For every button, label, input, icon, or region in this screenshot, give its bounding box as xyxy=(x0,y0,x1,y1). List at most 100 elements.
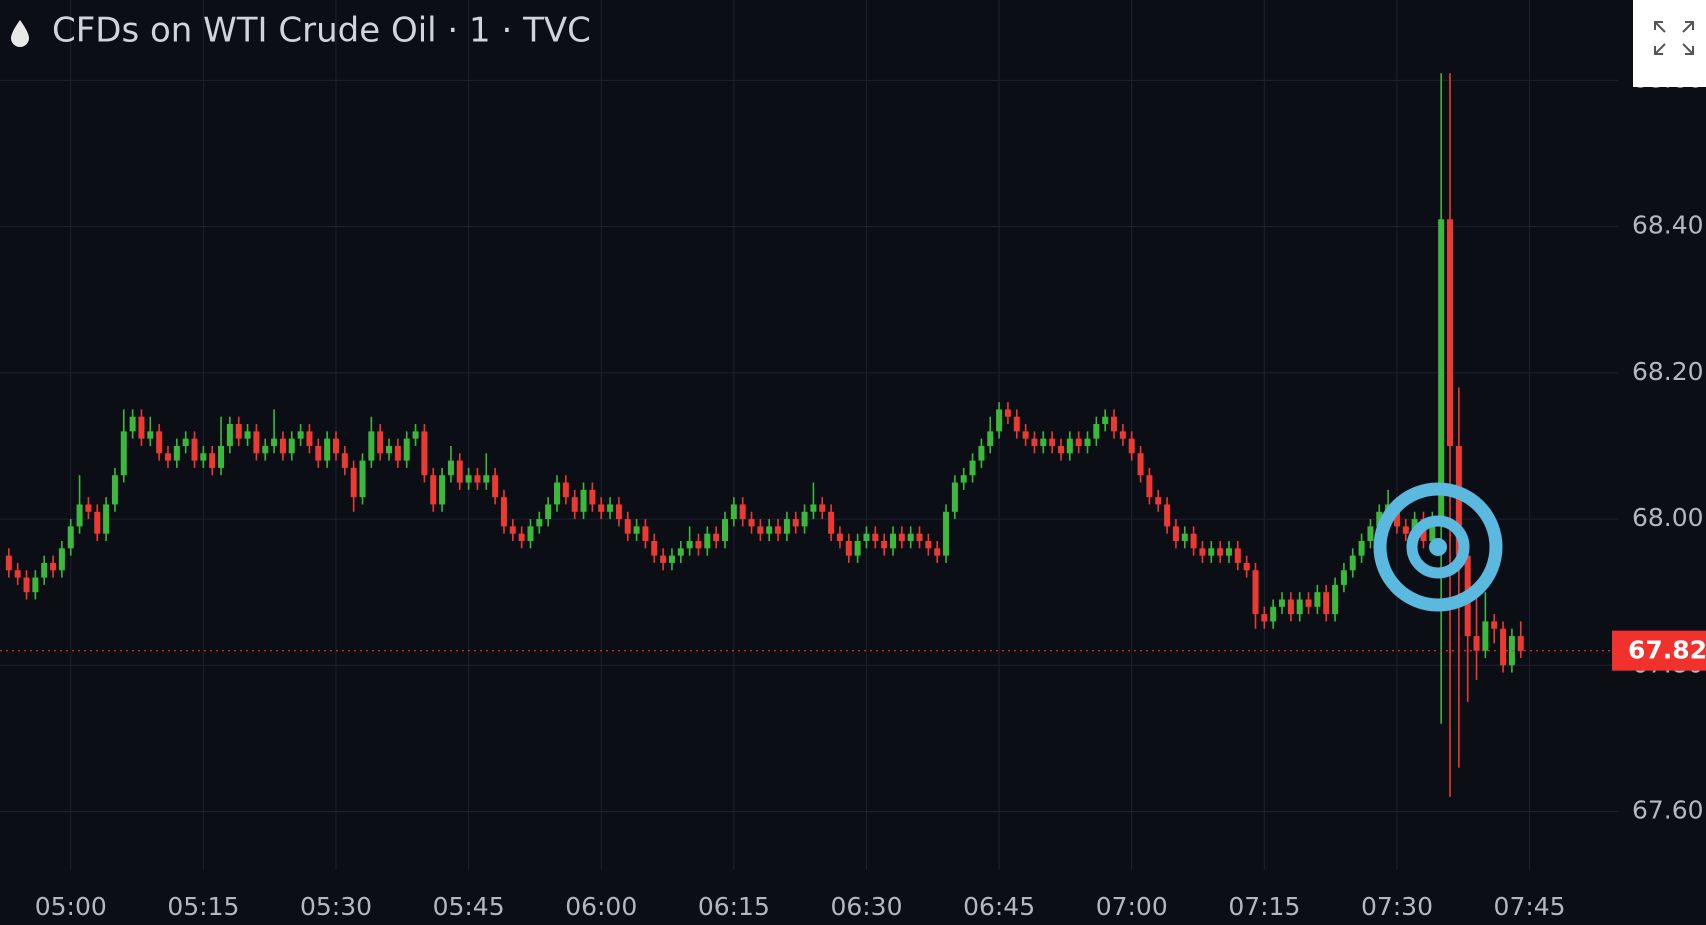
x-tick-label: 06:30 xyxy=(830,892,902,921)
candle-body xyxy=(412,431,419,439)
candle-body xyxy=(1040,438,1047,446)
candle-body xyxy=(1075,438,1082,446)
candle-body xyxy=(1155,497,1162,505)
candle-body xyxy=(1102,416,1109,425)
candle-body xyxy=(1208,548,1215,556)
candle-body xyxy=(562,482,569,498)
candle-body xyxy=(1517,636,1524,651)
candle-body xyxy=(792,519,799,527)
x-tick-label: 06:45 xyxy=(963,892,1035,921)
candle-body xyxy=(783,519,790,534)
candle-body xyxy=(554,482,561,505)
candle-body xyxy=(173,445,180,461)
candle-body xyxy=(969,460,976,476)
candle-body xyxy=(1225,548,1232,556)
candle-body xyxy=(1190,533,1197,549)
candle-body xyxy=(262,445,269,454)
candle-body xyxy=(50,562,57,571)
candle-body xyxy=(943,511,950,556)
candle-body xyxy=(430,475,437,505)
candle-body xyxy=(226,424,233,446)
candle-body xyxy=(1137,453,1144,476)
candle-body xyxy=(147,431,154,439)
candle-body xyxy=(5,555,12,571)
candle-body xyxy=(916,533,923,542)
target-ring xyxy=(1373,482,1503,612)
candle-body xyxy=(120,431,127,476)
candle-body xyxy=(1376,511,1383,527)
target-marker xyxy=(1373,482,1503,612)
last-price-label: 67.82 xyxy=(1628,636,1706,665)
candle-body xyxy=(934,548,941,556)
candle-body xyxy=(76,504,83,527)
candle-body xyxy=(863,533,870,542)
candle-body xyxy=(350,467,357,498)
fullscreen-button[interactable] xyxy=(1633,0,1706,87)
candle-body xyxy=(492,475,499,498)
candle-body xyxy=(1455,445,1462,556)
fullscreen-bg[interactable] xyxy=(1633,0,1706,87)
candle-body xyxy=(1358,541,1365,556)
candle-body xyxy=(1482,621,1489,651)
candle-body xyxy=(394,445,401,461)
candle-body xyxy=(978,445,985,461)
chart-title: CFDs on WTI Crude Oil · 1 · TVC xyxy=(52,11,591,51)
candle-body xyxy=(1031,438,1038,446)
candle-body xyxy=(23,577,30,593)
y-tick-label: 68.20 xyxy=(1632,357,1704,386)
candle-body xyxy=(235,424,242,439)
candle-body xyxy=(41,562,48,578)
candle-body xyxy=(722,519,729,542)
candle-body xyxy=(1119,431,1126,439)
candle-body xyxy=(668,555,675,563)
candle-body xyxy=(1429,519,1436,542)
candle-body xyxy=(598,504,605,512)
candle-body xyxy=(1296,599,1303,615)
candle-body xyxy=(845,541,852,556)
candle-body xyxy=(1473,636,1480,651)
candle-body xyxy=(633,526,640,534)
candle-body xyxy=(271,438,278,446)
candle-body xyxy=(1402,526,1409,534)
x-tick-label: 05:15 xyxy=(167,892,239,921)
candle-body xyxy=(660,555,667,563)
candle-body xyxy=(465,475,472,483)
candle-body xyxy=(315,445,322,461)
candle-body xyxy=(1261,614,1268,622)
candle-body xyxy=(58,548,65,571)
candle-body xyxy=(1172,526,1179,542)
candle-body xyxy=(642,526,649,542)
candle-body xyxy=(1243,562,1250,571)
candle-body xyxy=(288,438,295,454)
candle-body xyxy=(960,475,967,483)
target-ring xyxy=(1406,515,1470,579)
candle-body xyxy=(200,453,207,461)
candle-body xyxy=(872,533,879,542)
candle-body xyxy=(474,475,481,483)
candle-body xyxy=(191,438,198,461)
candle-body xyxy=(730,504,737,520)
candle-body xyxy=(1508,636,1515,666)
candle-body xyxy=(651,541,658,556)
candle-body xyxy=(907,533,914,542)
candle-body xyxy=(1287,599,1294,615)
candle-body xyxy=(341,453,348,468)
candle-body xyxy=(1332,584,1339,615)
candle-body xyxy=(757,526,764,534)
candle-body xyxy=(1314,592,1321,607)
candle-body xyxy=(1367,526,1374,542)
x-tick-label: 05:45 xyxy=(433,892,505,921)
candle-body xyxy=(987,431,994,446)
candle-body xyxy=(766,526,773,534)
candle-body xyxy=(545,504,552,520)
candle-body xyxy=(748,519,755,527)
last-price-badge xyxy=(1612,630,1706,671)
candle-body xyxy=(951,482,958,512)
candle-body xyxy=(607,504,614,512)
candle-body xyxy=(836,533,843,542)
fullscreen-icon[interactable] xyxy=(1654,21,1694,55)
candle-body xyxy=(828,511,835,534)
candle-body xyxy=(1279,599,1286,607)
